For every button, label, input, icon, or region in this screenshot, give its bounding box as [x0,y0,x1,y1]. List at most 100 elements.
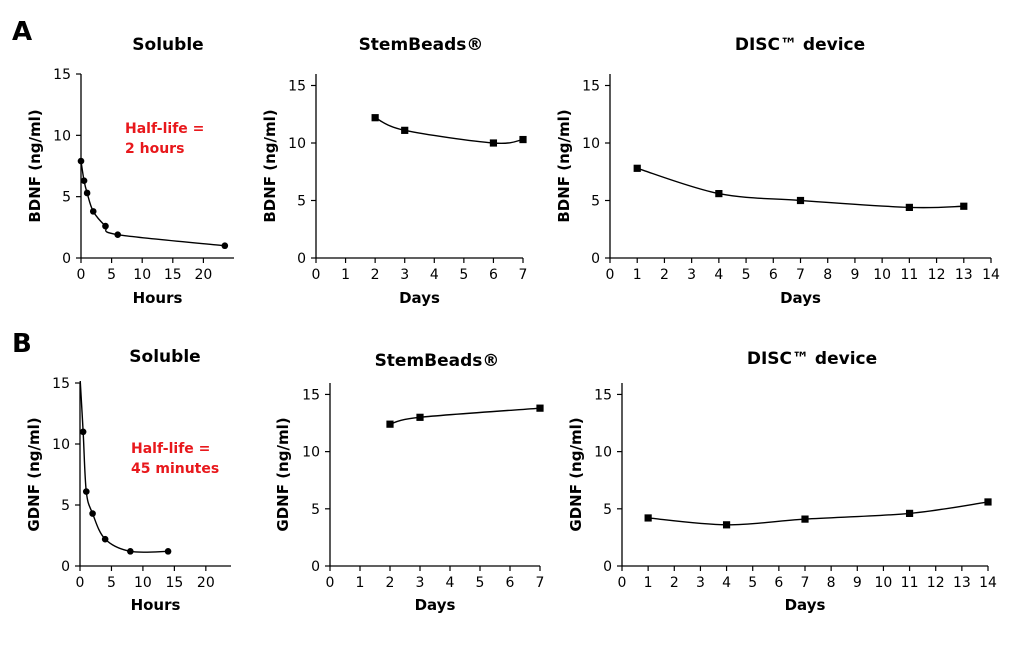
x-tick-label: 7 [796,267,805,283]
x-tick-label: 11 [900,267,918,283]
y-tick-label: 5 [297,194,306,210]
x-tick-label: 6 [506,575,515,591]
x-tick-label: 4 [430,267,439,283]
y-tick-label: 10 [288,136,306,152]
x-tick-label: 4 [446,575,455,591]
x-tick-label: 2 [670,575,679,591]
x-tick-label: 0 [76,575,85,591]
x-axis-label: Days [780,289,821,307]
x-tick-label: 1 [644,575,653,591]
half-life-annotation: Half-life = [131,441,210,457]
y-tick-label: 0 [603,559,612,575]
x-tick-label: 13 [953,575,971,591]
x-tick-label: 10 [873,267,891,283]
x-tick-label: 3 [400,267,409,283]
x-tick-label: 0 [77,267,86,283]
chart-title: DISC™ device [735,35,865,55]
panel-label-a: A [12,17,32,47]
x-tick-label: 2 [660,267,669,283]
data-point [114,231,122,238]
data-point [80,177,88,185]
data-point [722,521,731,529]
x-tick-label: 10 [875,575,893,591]
x-tick-label: 10 [134,575,152,591]
y-axis-label: GDNF (ng/ml) [25,417,43,531]
chart-5: StemBeads® 0 5 10 15 0 1 2 3 4 5 6 7 Days GDNF (ng/ml) [274,351,544,614]
x-tick-label: 8 [827,575,836,591]
x-tick-label: 14 [979,575,997,591]
chart-title: StemBeads® [359,35,484,55]
y-tick-label: 10 [302,445,320,461]
x-tick-label: 6 [489,267,498,283]
y-tick-label: 5 [61,498,70,514]
chart-1: Soluble 0 5 10 15 0 5 10 15 20 Hours BDNF (ng/ml) Ha… [26,35,234,307]
x-tick-label: 4 [722,575,731,591]
data-point [905,509,914,517]
x-tick-label: 0 [606,267,615,283]
y-axis-label: BDNF (ng/ml) [26,109,44,222]
data-point [984,498,992,506]
y-tick-label: 15 [594,387,612,403]
data-point [127,548,134,555]
y-tick-label: 15 [302,387,320,403]
y-tick-label: 10 [582,136,600,152]
x-tick-label: 3 [687,267,696,283]
half-life-annotation: 2 hours [125,141,184,157]
data-point [801,515,809,523]
data-point [102,222,109,230]
data-point [796,196,805,205]
x-tick-label: 14 [982,267,1000,283]
half-life-annotation: Half-life = [125,121,204,137]
y-tick-label: 0 [61,559,70,575]
x-axis-label: Days [415,596,456,614]
panel-label-b: B [12,329,32,359]
x-tick-label: 2 [386,575,395,591]
x-tick-label: 5 [107,267,116,283]
data-point [905,203,913,211]
x-tick-label: 5 [459,267,468,283]
x-tick-label: 9 [850,267,859,283]
x-tick-label: 9 [853,575,862,591]
x-tick-label: 1 [633,267,642,283]
data-point [644,514,652,522]
data-point [101,535,109,543]
chart-2: StemBeads® 0 5 10 15 0 1 2 3 4 5 6 7 Days BDNF (ng/ml) [261,35,527,307]
x-tick-label: 1 [356,575,365,591]
data-point [82,488,90,495]
data-point [221,242,229,250]
data-point [386,420,394,428]
series-line [389,407,541,425]
x-tick-label: 0 [618,575,627,591]
data-point [416,413,424,421]
x-tick-label: 7 [536,575,545,591]
x-tick-label: 12 [928,267,946,283]
x-axis-label: Hours [133,289,183,307]
y-axis-label: BDNF (ng/ml) [555,109,573,222]
data-point [83,189,91,197]
x-tick-label: 20 [197,575,215,591]
y-tick-label: 10 [52,437,70,453]
x-tick-label: 7 [801,575,810,591]
x-tick-label: 5 [107,575,116,591]
series-line [648,501,989,526]
x-tick-label: 3 [696,575,705,591]
y-axis-label: BDNF (ng/ml) [261,109,279,222]
data-point [77,157,85,165]
data-point [401,126,409,134]
y-tick-label: 0 [311,559,320,575]
x-tick-label: 5 [748,575,757,591]
x-tick-label: 15 [164,267,182,283]
x-tick-label: 20 [194,267,212,283]
x-tick-label: 0 [312,267,321,283]
y-axis-label: GDNF (ng/ml) [567,417,585,531]
chart-title: Soluble [132,35,203,55]
x-tick-label: 0 [326,575,335,591]
x-axis-label: Hours [131,596,181,614]
x-tick-label: 6 [769,267,778,283]
y-tick-label: 15 [52,376,70,392]
y-tick-label: 5 [62,190,71,206]
data-point [519,135,527,144]
